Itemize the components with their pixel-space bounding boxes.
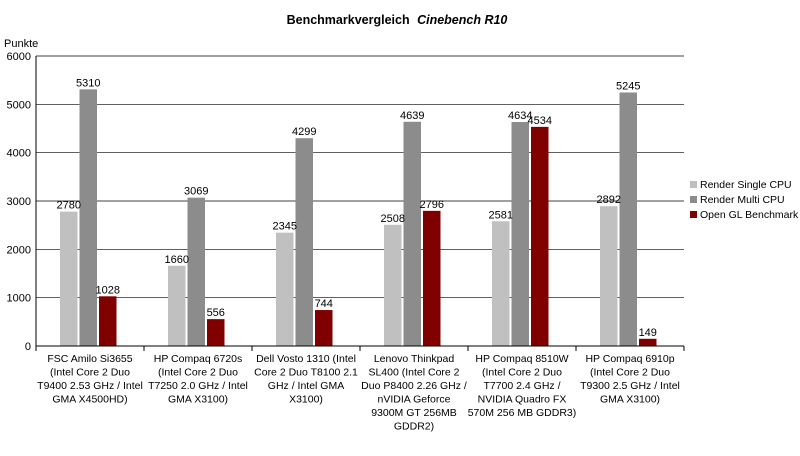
data-label: 4534	[528, 115, 552, 127]
bar	[492, 221, 510, 346]
category-label-line: T7700 2.4 GHz /	[483, 380, 560, 392]
category-label-line: GMA X3100)	[600, 394, 660, 406]
legend-swatch	[690, 196, 697, 203]
category-label-line: X3100)	[289, 394, 323, 406]
category-label-line: (Intel Core 2 Duo	[158, 367, 238, 379]
bar	[600, 206, 618, 346]
category-label: HP Compaq 6720s (Intel Core 2 Duo T7250 2.…	[148, 353, 248, 406]
bar	[403, 121, 421, 346]
category-label: Lenovo Thinkpad SL400 (Intel Core 2 Duo P8…	[361, 353, 467, 433]
chart-title: Benchmarkvergleich Cinebench R10	[287, 13, 508, 27]
data-label: 4634	[508, 110, 532, 122]
category-label-line: NVIDIA Quadro FX	[478, 394, 567, 406]
category-label-line: T7250 2.0 GHz / Intel	[148, 380, 248, 392]
bar	[531, 126, 549, 347]
data-label: 2780	[57, 200, 81, 212]
y-tick-label: 3000	[7, 196, 31, 208]
bar	[511, 122, 529, 346]
category-labels: FSC Amilo Si3655 (Intel Core 2 Duo T9400 2…	[37, 353, 680, 433]
bar	[619, 92, 637, 346]
bar	[187, 197, 205, 346]
bar	[315, 310, 333, 346]
legend-entry: Render Single CPU	[700, 179, 792, 191]
data-label: 2508	[381, 213, 405, 225]
legend-entry: Render Multi CPU	[700, 194, 785, 206]
category-label: HP Compaq 8510W (Intel Core 2 Duo T7700 2.…	[468, 353, 577, 419]
legend-entry: Open GL Benchmark	[700, 209, 799, 221]
bar	[60, 211, 78, 346]
y-tick-label: 2000	[7, 244, 31, 256]
category-label-line: Lenovo Thinkpad	[374, 353, 455, 365]
category-label: Dell Vosto 1310 (Intel Core 2 Duo T8100 2…	[254, 353, 358, 406]
y-tick-label: 0	[25, 341, 31, 353]
category-label-line: (Intel Core 2 Duo	[482, 367, 562, 379]
category-label-line: Dell Vosto 1310 (Intel	[256, 353, 356, 365]
category-label-line: 570M 256 MB GDDR3)	[468, 407, 577, 419]
axes	[35, 56, 685, 351]
data-label: 744	[315, 298, 333, 310]
category-label-line: GHz / Intel GMA	[268, 380, 344, 392]
data-labels: 2780 5310 1028 1660 3069 556 2345 4299 744 2508 46…	[57, 77, 657, 338]
data-label: 2796	[420, 199, 444, 211]
bar	[276, 232, 294, 346]
category-label-line: Core 2 Duo T8100 2.1	[254, 367, 358, 379]
bar	[168, 265, 186, 346]
y-tick-label: 5000	[7, 99, 31, 111]
bar	[79, 89, 97, 346]
category-label: FSC Amilo Si3655 (Intel Core 2 Duo T9400 2…	[37, 353, 143, 406]
bar	[295, 138, 313, 346]
category-label-line: 9300M GT 256MB	[371, 407, 457, 419]
data-label: 2345	[273, 221, 297, 233]
category-label-line: GMA X3100)	[168, 394, 228, 406]
category-label-line: T9400 2.53 GHz / Intel	[37, 380, 143, 392]
data-label: 5310	[76, 77, 100, 89]
data-label: 3069	[184, 186, 208, 198]
y-axis-label: Punkte	[4, 38, 38, 50]
bars	[60, 89, 657, 347]
category-label-line: Duo P8400 2.26 GHz /	[361, 380, 467, 392]
data-label: 1660	[165, 254, 189, 266]
bar	[207, 319, 225, 346]
legend-swatch	[690, 211, 697, 218]
y-tick-labels: 0 1000 2000 3000 4000 5000 6000	[7, 51, 31, 353]
category-label-line: GDDR2)	[394, 421, 434, 433]
data-label: 2892	[597, 194, 621, 206]
category-label-line: (Intel Core 2 Duo	[590, 367, 670, 379]
data-label: 2581	[489, 209, 513, 221]
chart-title-main: Benchmarkvergleich	[287, 13, 410, 27]
category-label: HP Compaq 6910p (Intel Core 2 Duo T9300 2.…	[580, 353, 680, 406]
y-tick-label: 4000	[7, 148, 31, 160]
category-label-line: SL400 (Intel Core 2	[368, 367, 459, 379]
category-label-line: nVIDIA Geforce	[378, 394, 451, 406]
gridlines	[36, 55, 684, 347]
category-label-line: HP Compaq 8510W	[475, 353, 568, 365]
category-label-line: (Intel Core 2 Duo	[50, 367, 130, 379]
data-label: 556	[207, 307, 225, 319]
chart-title-emphasis: Cinebench R10	[417, 13, 507, 27]
y-tick-label: 1000	[7, 293, 31, 305]
category-label-line: HP Compaq 6720s	[154, 353, 243, 365]
data-label: 1028	[96, 284, 120, 296]
bar	[423, 210, 441, 346]
legend-swatch	[690, 181, 697, 188]
category-label-line: T9300 2.5 GHz / Intel	[580, 380, 680, 392]
bar	[384, 224, 402, 346]
category-label-line: HP Compaq 6910p	[585, 353, 674, 365]
bar	[639, 338, 657, 346]
data-label: 4639	[400, 110, 424, 122]
data-label: 4299	[292, 126, 316, 138]
bar	[99, 296, 117, 346]
y-tick-label: 6000	[7, 51, 31, 63]
data-label: 5245	[616, 80, 640, 92]
data-label: 149	[639, 327, 657, 339]
legend: Render Single CPU Render Multi CPU Open GL…	[690, 179, 799, 221]
category-label-line: FSC Amilo Si3655	[47, 353, 132, 365]
category-label-line: GMA X4500HD)	[52, 394, 127, 406]
